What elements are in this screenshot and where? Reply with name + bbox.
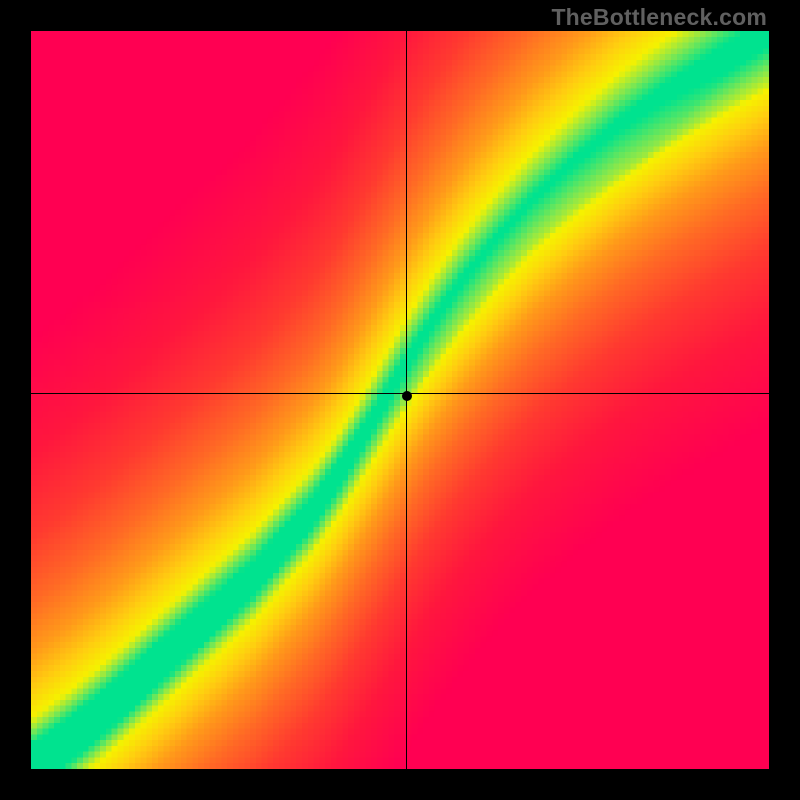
- heatmap-plot: [31, 31, 769, 769]
- crosshair-horizontal: [31, 393, 769, 394]
- watermark-label: TheBottleneck.com: [551, 4, 767, 31]
- chart-frame: TheBottleneck.com: [0, 0, 800, 800]
- heatmap-canvas: [31, 31, 769, 769]
- selection-marker: [402, 391, 412, 401]
